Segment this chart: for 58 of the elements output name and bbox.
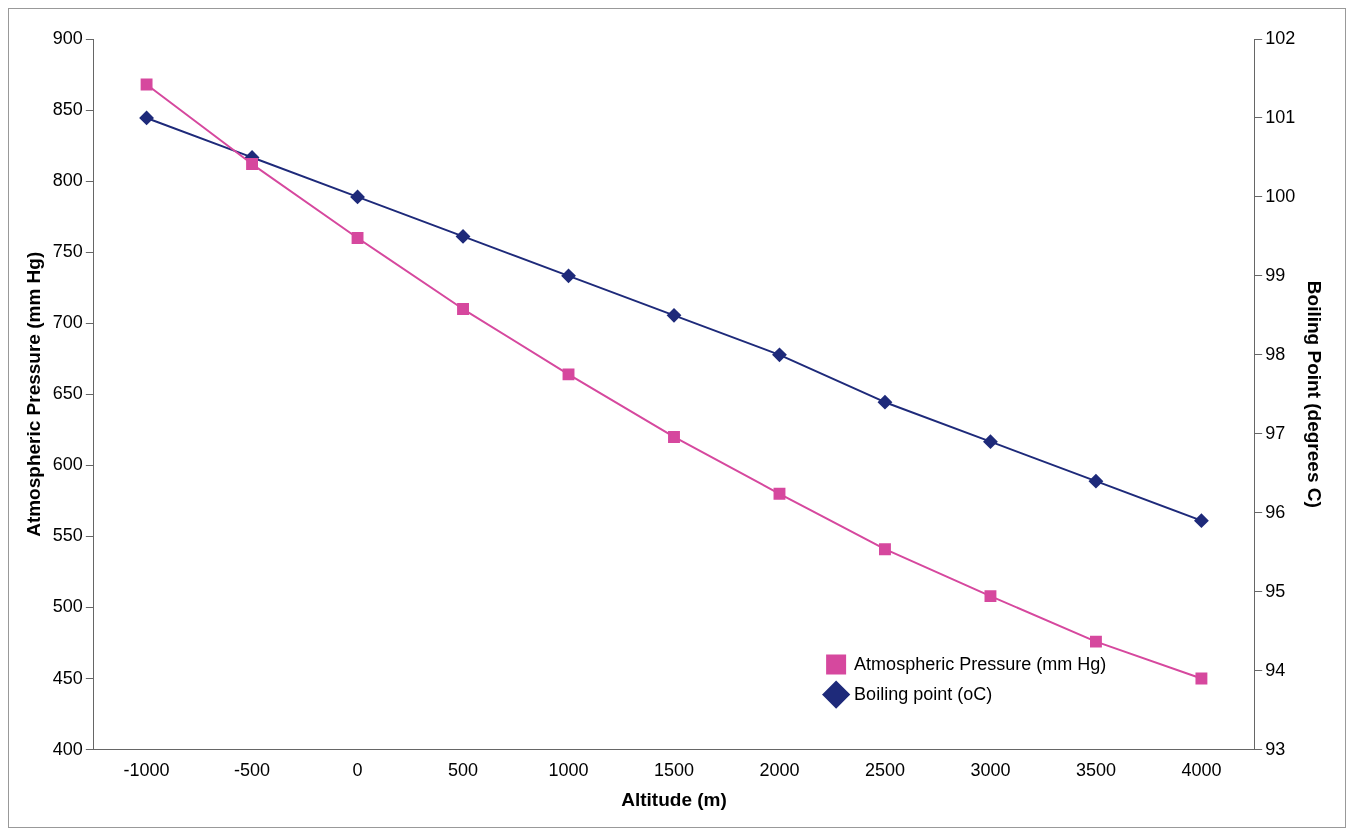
point — [1195, 672, 1208, 685]
point — [350, 189, 365, 204]
y-tick-label: 750 — [52, 241, 83, 262]
point — [667, 308, 681, 323]
x-tick-label: 4000 — [1181, 760, 1222, 781]
y2-tick-label: 93 — [1265, 738, 1286, 759]
x-tick-label: 2000 — [759, 760, 800, 781]
point — [984, 590, 997, 603]
point — [1089, 635, 1102, 648]
y-tick-label: 500 — [52, 596, 83, 617]
y2-tick-label: 97 — [1265, 422, 1286, 443]
x-tick-label: 2500 — [864, 760, 905, 781]
x-tick-label: 0 — [352, 760, 363, 781]
legend-label: Boiling point (oC) — [854, 683, 993, 704]
y2-tick-label: 98 — [1265, 343, 1286, 364]
x-tick-label: 3500 — [1075, 760, 1116, 781]
point — [1088, 474, 1103, 489]
y-tick-label: 450 — [52, 667, 83, 688]
y-tick-label: 650 — [52, 383, 83, 404]
point — [562, 368, 575, 381]
legend-label: Atmospheric Pressure (mm Hg) — [854, 653, 1107, 674]
y2-axis-title: Boiling Point (degrees C) — [1304, 280, 1326, 508]
y-tick-label: 600 — [52, 454, 83, 475]
point — [877, 395, 892, 410]
point — [668, 430, 680, 443]
x-tick-label: -1000 — [123, 760, 170, 781]
point — [456, 229, 471, 244]
x-tick-label: 1500 — [653, 760, 695, 781]
y2-tick-label: 101 — [1265, 106, 1296, 127]
y2-tick-label: 95 — [1265, 580, 1286, 601]
x-tick-label: -500 — [234, 760, 271, 781]
y2-tick-label: 100 — [1265, 185, 1296, 206]
point — [1194, 513, 1209, 528]
y-tick-label: 900 — [52, 27, 83, 48]
point — [351, 232, 364, 244]
point — [246, 158, 259, 171]
y-tick-label: 400 — [52, 738, 83, 759]
point — [139, 110, 154, 125]
y2-tick-label: 94 — [1265, 659, 1286, 680]
y2-tick-label: 102 — [1265, 27, 1296, 48]
x-tick-label: 1000 — [548, 760, 589, 781]
y-tick-label: 700 — [52, 312, 83, 333]
y2-tick-label: 99 — [1265, 264, 1286, 285]
y2-tick-label: 96 — [1265, 501, 1286, 522]
x-axis-title: Altitude (m) — [621, 788, 727, 810]
point — [773, 487, 786, 500]
y-tick-label: 550 — [52, 525, 83, 546]
point — [457, 303, 469, 315]
y-tick-label: 800 — [52, 170, 83, 191]
point — [561, 268, 576, 283]
point — [879, 543, 891, 556]
y-tick-label: 850 — [52, 99, 83, 120]
point — [140, 78, 153, 91]
x-tick-label: 3000 — [970, 760, 1011, 781]
point — [983, 434, 998, 449]
x-tick-label: 500 — [448, 760, 479, 781]
y-axis-title: Atmospheric Pressure (mm Hg) — [22, 251, 44, 537]
point — [772, 347, 787, 362]
